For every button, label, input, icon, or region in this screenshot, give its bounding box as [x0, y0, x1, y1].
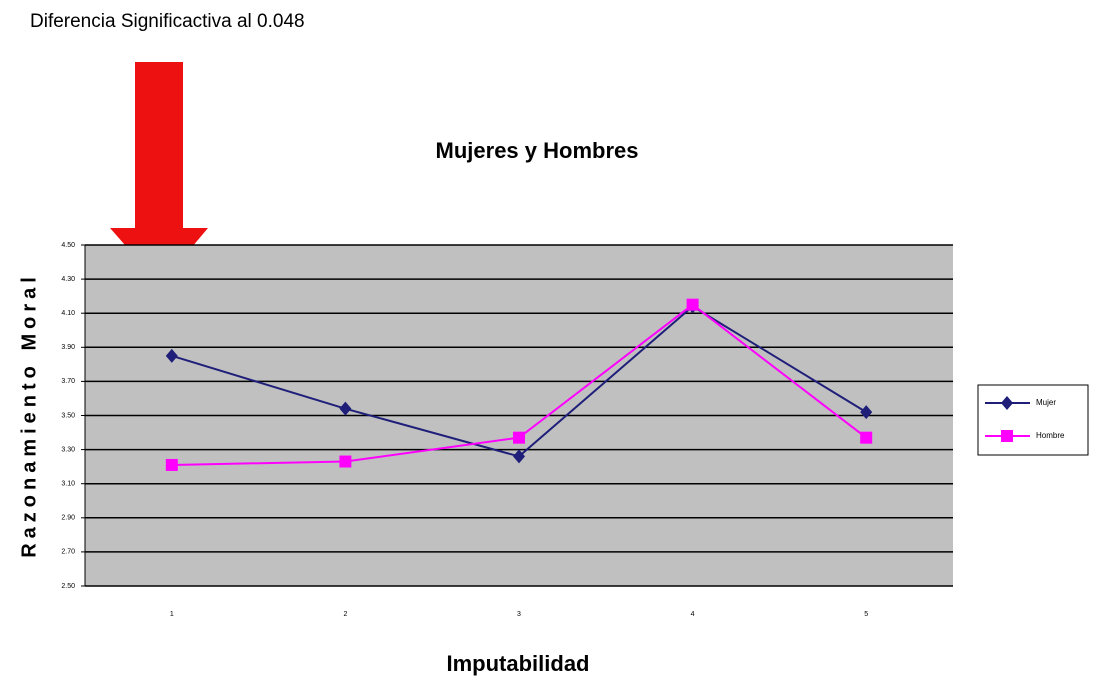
y-tick-label: 2.50 — [61, 583, 75, 590]
y-tick-label: 3.30 — [61, 446, 75, 453]
point — [165, 348, 178, 363]
point — [860, 405, 873, 420]
y-axis-label: Razonamiento Moral — [18, 272, 40, 558]
y-tick-label: 3.50 — [61, 412, 75, 419]
point — [165, 458, 178, 471]
chart-title: Mujeres y Hombres — [436, 138, 639, 163]
point — [339, 455, 352, 468]
x-tick-label: 5 — [864, 611, 868, 618]
point — [339, 401, 352, 416]
legend-label: Hombre — [1036, 431, 1065, 440]
point — [513, 449, 525, 464]
legend — [977, 384, 1089, 456]
legend-marker — [1001, 430, 1013, 442]
y-tick-label: 3.90 — [61, 344, 75, 351]
y-tick-label: 3.70 — [61, 378, 75, 385]
legend-label: Mujer — [1036, 398, 1056, 407]
y-tick-label: 2.70 — [61, 549, 75, 556]
y-tick-label: 4.10 — [61, 310, 75, 317]
x-axis-label: Imputabilidad — [447, 651, 590, 676]
y-tick-label: 3.10 — [61, 481, 75, 488]
x-tick-label: 1 — [170, 611, 174, 618]
y-tick-label: 2.90 — [61, 515, 75, 522]
legend-marker — [1001, 396, 1013, 410]
arrow — [110, 62, 208, 285]
point — [686, 298, 699, 311]
x-tick-label: 4 — [691, 611, 695, 618]
point — [513, 431, 525, 444]
x-tick-label: 2 — [343, 611, 347, 618]
annotation: Diferencia Significactiva al 0.048 — [30, 11, 305, 32]
point — [860, 431, 873, 444]
x-tick-label: 3 — [517, 611, 521, 618]
y-tick-label: 4.30 — [61, 276, 75, 283]
y-tick-label: 4.50 — [61, 242, 75, 249]
